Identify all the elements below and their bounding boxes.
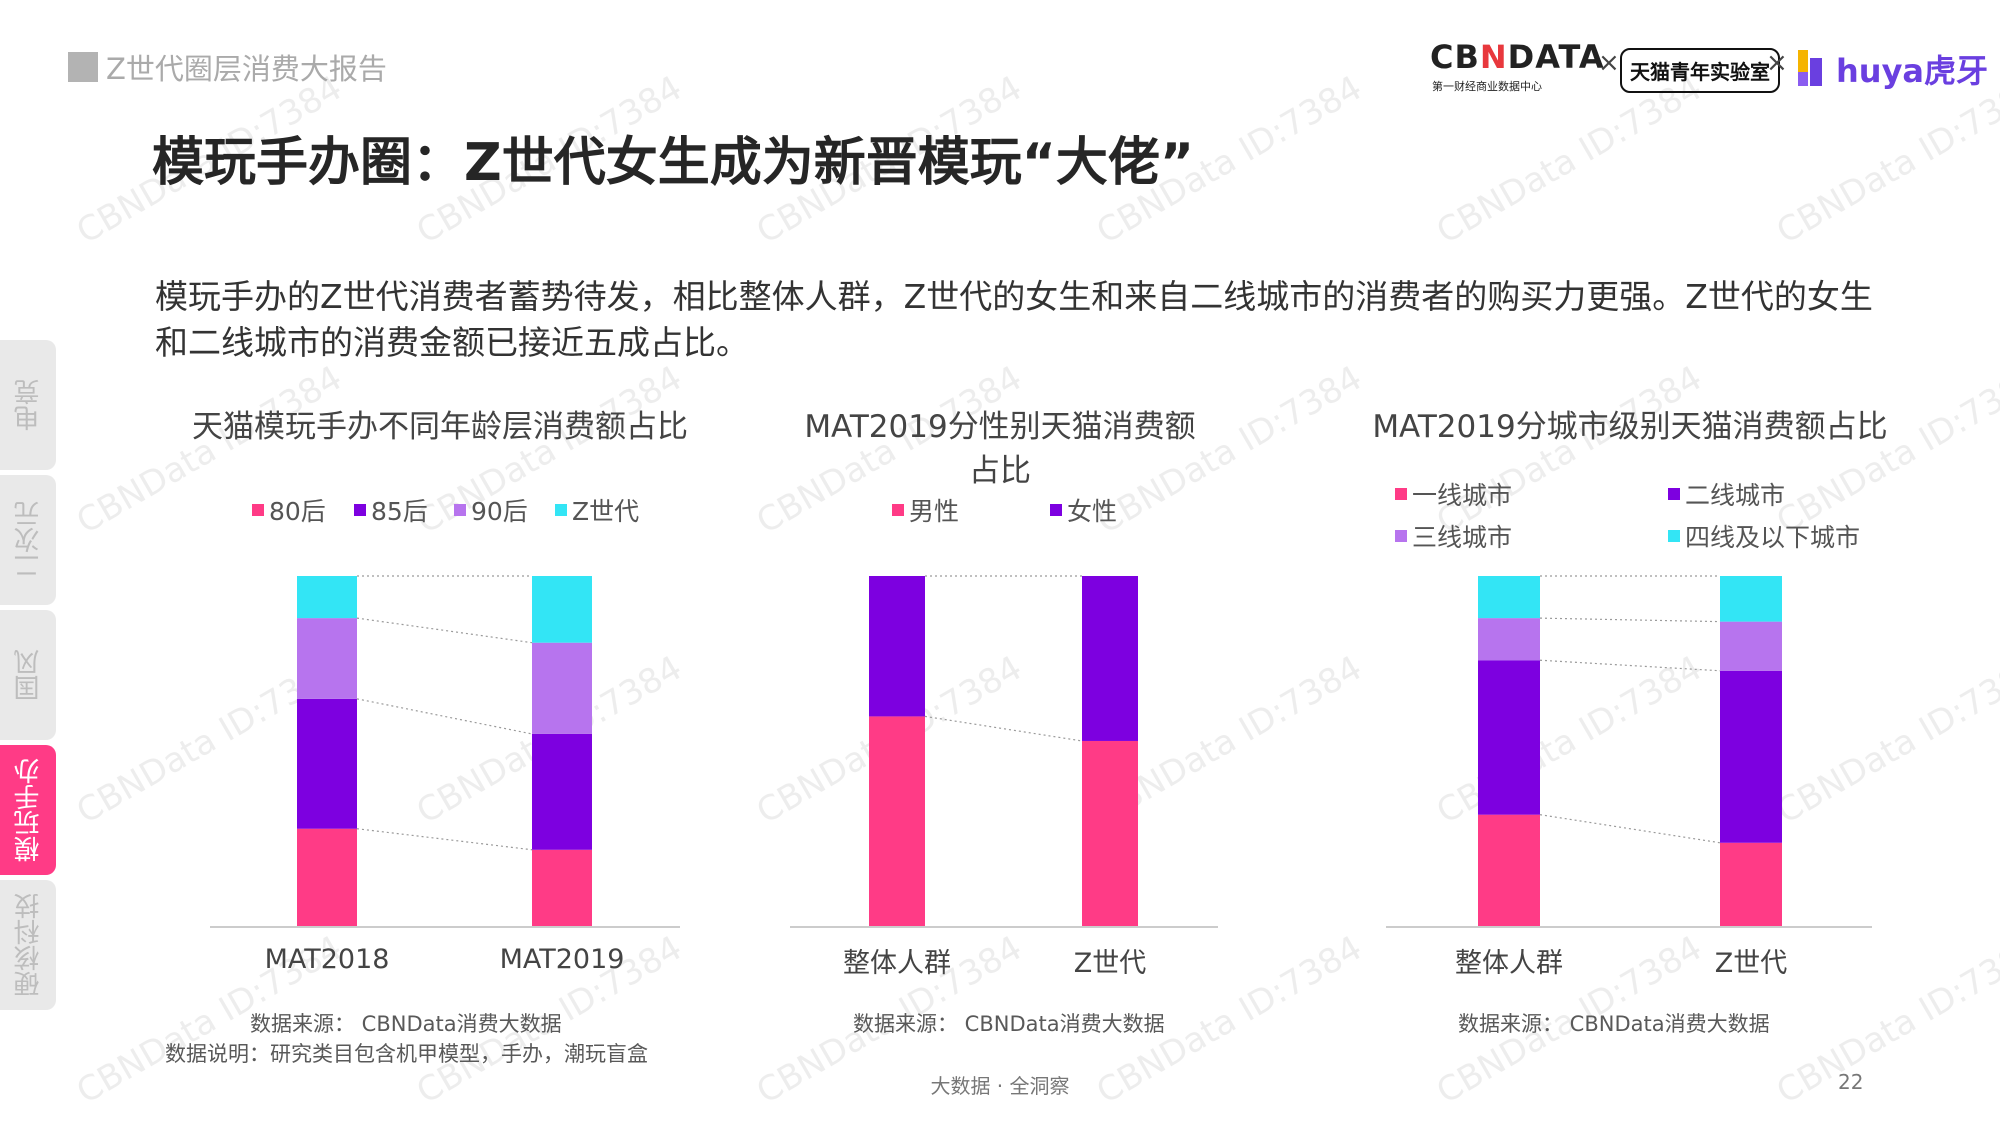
cbndata-logo-subtitle: 第一财经商业数据中心 xyxy=(1432,80,1542,93)
chart3-bar-segment xyxy=(1478,618,1540,661)
huya-logo: huya虎牙 xyxy=(1836,52,1989,90)
chart3-connector-line xyxy=(1539,617,1721,623)
chart3-bar-segment xyxy=(1478,576,1540,619)
chart1-legend-85: 85后 xyxy=(354,492,428,528)
chart3-legend-tier4: 四线及以下城市 xyxy=(1668,518,1860,554)
chart1-source: 数据来源： CBNData消费大数据 xyxy=(250,1012,562,1036)
sidebar-tab-acg[interactable]: 二次元 xyxy=(0,475,56,605)
footer-tagline: 大数据 · 全洞察 xyxy=(930,1074,1070,1098)
chart1-bar-segment xyxy=(532,642,592,734)
chart3-bar-segment xyxy=(1478,814,1540,927)
chart3-legend-tier2: 二线城市 xyxy=(1668,476,1785,512)
chart1-bar-segment xyxy=(297,698,357,829)
header-square-icon xyxy=(68,52,98,82)
chart1-category-label: MAT2019 xyxy=(500,944,625,975)
chart3-bar-segment xyxy=(1478,660,1540,815)
sidebar-tab-esports[interactable]: 电竞 xyxy=(0,340,56,470)
chart1-connector-line xyxy=(356,617,533,644)
chart1-title: 天猫模玩手办不同年龄层消费额占比 xyxy=(192,409,688,445)
chart2-legend-male: 男性 xyxy=(892,492,959,528)
chart2-legend-female: 女性 xyxy=(1050,492,1117,528)
chart1-bar-segment xyxy=(532,576,592,643)
cbndata-logo: CBNDATA xyxy=(1430,38,1605,76)
chart1-connector-line xyxy=(356,698,533,735)
chart3-source: 数据来源： CBNData消费大数据 xyxy=(1458,1012,1770,1036)
report-title: Z世代圈层消费大报告 xyxy=(106,52,387,86)
chart1-bar-segment xyxy=(532,849,592,927)
chart3-bar-segment xyxy=(1720,621,1782,671)
sidebar-tab-guofeng[interactable]: 国风 xyxy=(0,610,56,740)
chart1-legend-genz: Z世代 xyxy=(555,492,639,528)
chart3-category-label: Z世代 xyxy=(1715,948,1788,979)
chart2-category-label: Z世代 xyxy=(1074,948,1147,979)
chart1-note: 数据说明：研究类目包含机甲模型，手办，潮玩盲盒 xyxy=(165,1042,648,1066)
chart3-bar-segment xyxy=(1720,842,1782,927)
chart2-bar-segment xyxy=(1082,740,1138,927)
logo-separator: × xyxy=(1766,48,1788,78)
page-title: 模玩手办圈：Z世代女生成为新晋模玩“大佬” xyxy=(152,133,1195,193)
chart1-legend-90: 90后 xyxy=(454,492,528,528)
chart1-bar-segment xyxy=(297,828,357,927)
page-description: 模玩手办的Z世代消费者蓄势待发，相比整体人群，Z世代的女生和来自二线城市的消费者… xyxy=(155,277,1873,362)
logo-separator: × xyxy=(1598,48,1620,78)
chart2-bar-segment xyxy=(1082,576,1138,741)
chart3-bar-segment xyxy=(1720,670,1782,843)
chart3-connector-line xyxy=(1539,814,1721,844)
sidebar-tab-tech[interactable]: 硬核科技 xyxy=(0,880,56,1010)
chart3-bar-segment xyxy=(1720,576,1782,622)
chart1-category-label: MAT2018 xyxy=(265,944,390,975)
tmall-lab-logo: 天猫青年实验室 xyxy=(1620,48,1780,93)
chart1-bar-segment xyxy=(297,576,357,619)
chart3-title: MAT2019分城市级别天猫消费额占比 xyxy=(1372,409,1888,445)
chart1-legend-80: 80后 xyxy=(252,492,326,528)
chart2-title: MAT2019分性别天猫消费额占比 xyxy=(804,409,1196,489)
chart2-source: 数据来源： CBNData消费大数据 xyxy=(853,1012,1165,1036)
chart3-legend-tier3: 三线城市 xyxy=(1395,518,1512,554)
chart3-legend-tier1: 一线城市 xyxy=(1395,476,1512,512)
chart2-bar-segment xyxy=(869,716,925,927)
sidebar-tab-figures[interactable]: 模玩手办 xyxy=(0,745,56,875)
chart1-bar-segment xyxy=(297,618,357,699)
page-number: 22 xyxy=(1838,1070,1864,1094)
huya-mark-icon xyxy=(1798,50,1822,86)
chart2-connector-line xyxy=(924,715,1083,742)
chart2-category-label: 整体人群 xyxy=(843,948,951,979)
chart3-category-label: 整体人群 xyxy=(1455,948,1563,979)
chart1-bar-segment xyxy=(532,733,592,850)
chart2-bar-segment xyxy=(869,576,925,717)
chart3-connector-line xyxy=(1539,659,1721,672)
chart1-connector-line xyxy=(356,828,533,851)
